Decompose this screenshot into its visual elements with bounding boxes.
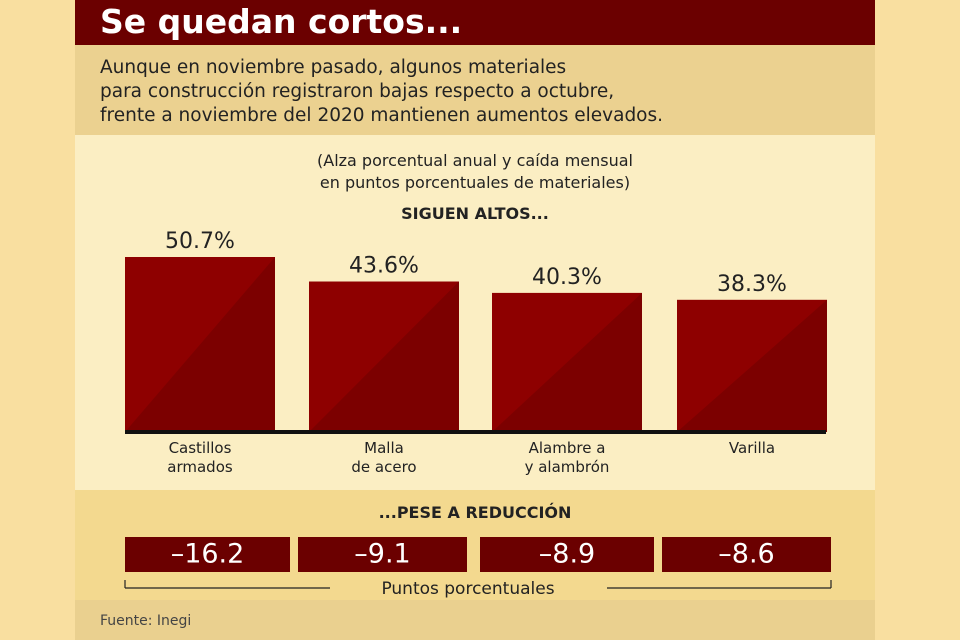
category-label: Castillos armados [167,439,233,476]
bar [309,281,459,432]
bar [125,257,275,432]
reduction-value: –8.9 [539,539,595,570]
bar-shade [125,257,275,432]
category-label: Varilla [729,439,775,457]
reduction-box [298,537,467,572]
chart-title: SIGUEN ALTOS... [401,204,549,223]
reduction-box [480,537,654,572]
title: Se quedan cortos... [100,2,463,41]
chart-note: (Alza porcentual anual y caída mensual e… [317,151,633,192]
subtitle: Aunque en noviembre pasado, algunos mate… [100,57,664,126]
footer-band [75,600,875,640]
subtitle-band [75,45,875,135]
bar-shade [492,292,642,432]
bar [492,292,642,432]
bar [677,299,827,432]
unit-label: Puntos porcentuales [381,579,554,599]
category-label: Malla de acero [351,439,416,476]
value-label: 40.3% [532,265,602,290]
title-bar [75,0,875,45]
reduction-box [125,537,290,572]
value-label: 50.7% [165,229,235,254]
value-label: 38.3% [717,272,787,297]
value-label: 43.6% [349,254,419,279]
bar-shade [677,299,827,432]
reduction-box [662,537,831,572]
reduction-value: –16.2 [171,539,245,570]
reduction-value: –8.6 [718,539,774,570]
source: Fuente: Inegi [100,613,192,629]
reduction-value: –9.1 [354,539,410,570]
bar-shade [309,281,459,432]
reduction-title: ...PESE A REDUCCIÓN [378,503,572,522]
